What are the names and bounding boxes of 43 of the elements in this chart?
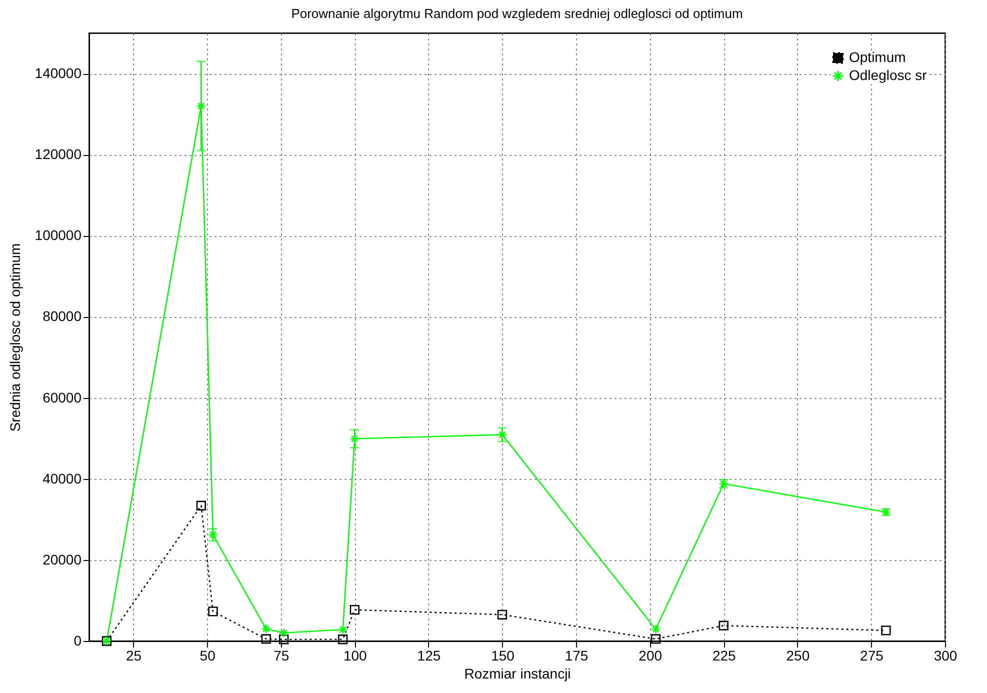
point [650, 634, 661, 644]
y-tick-label: 80000 [42, 308, 82, 324]
x-tick-label: 50 [200, 648, 216, 664]
point [718, 620, 728, 630]
point [208, 530, 218, 540]
y-tick-label: 60000 [42, 389, 82, 406]
point [261, 624, 271, 634]
y-tick-label: 20000 [42, 551, 82, 568]
x-tick-label: 275 [860, 648, 884, 664]
point [338, 624, 348, 634]
x-axis-title: Rozmiar instancji [464, 666, 571, 682]
point [650, 624, 661, 634]
x-tick-label: 75 [274, 648, 290, 664]
legend-label: Optimum [849, 49, 906, 65]
point [278, 628, 289, 638]
point [497, 430, 508, 440]
point [350, 434, 360, 444]
y-tick-label: 0 [74, 632, 82, 648]
point [338, 634, 348, 644]
x-tick-label: 250 [786, 648, 810, 664]
point [881, 626, 891, 636]
y-tick-label: 40000 [42, 470, 82, 486]
point [196, 101, 206, 111]
y-axis-title: Srednia odleglosc od optimum [6, 243, 23, 432]
x-tick-label: 175 [564, 648, 588, 664]
x-tick-label: 200 [638, 648, 662, 664]
point [278, 634, 289, 644]
x-tick-label: 125 [417, 648, 441, 664]
point [196, 500, 206, 510]
x-tick-label: 100 [343, 648, 368, 664]
x-tick-label: 300 [934, 648, 958, 664]
legend-label: Odleglosc sr [849, 67, 928, 83]
point [350, 604, 360, 615]
point [208, 606, 218, 616]
point [261, 634, 271, 644]
x-tick-label: 25 [126, 648, 142, 664]
chart-title: Porownanie algorytmu Random pod wzgledem sredniej odleglosci od optimum [291, 6, 743, 21]
y-tick-label: 140000 [34, 65, 82, 82]
point [497, 610, 508, 620]
y-tick-label: 120000 [34, 146, 82, 162]
y-tick-label: 100000 [34, 227, 82, 244]
x-tick-label: 225 [712, 648, 736, 664]
x-tick-label: 150 [491, 648, 515, 664]
